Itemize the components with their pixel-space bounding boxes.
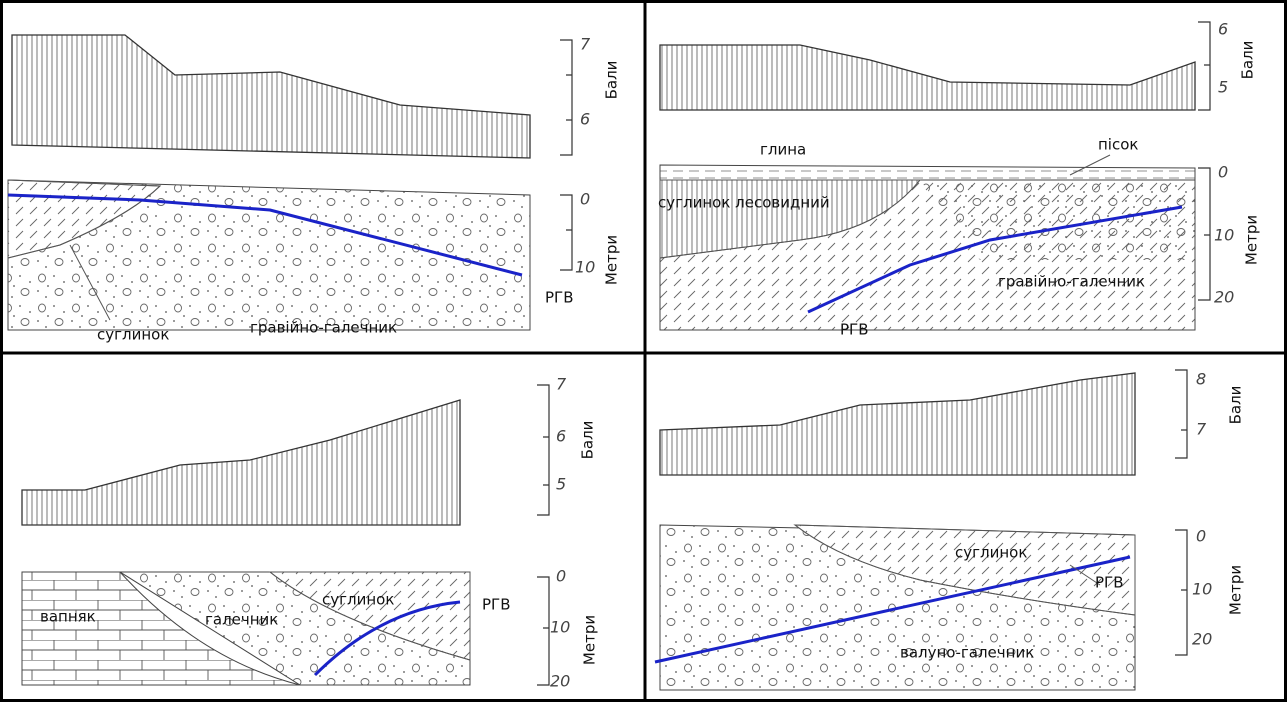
- layer-label: суглинок: [97, 326, 169, 344]
- tick: 6: [1218, 20, 1228, 39]
- tick: 0: [580, 190, 590, 209]
- intensity-profile: [659, 44, 1196, 111]
- scale: [1175, 369, 1188, 656]
- axis-label: Метри: [581, 615, 599, 665]
- tick: 7: [556, 375, 567, 394]
- layer-label: суглинок: [955, 544, 1027, 562]
- tick: 6: [580, 110, 590, 129]
- axis-label: Бали: [579, 421, 597, 460]
- groundwater-line: [7, 193, 523, 277]
- layer-label: галечник: [205, 611, 278, 629]
- tick: 10: [575, 258, 595, 277]
- tick: 7: [1196, 420, 1207, 439]
- panel-2: 6 5 Бали 0 10 20 Метри глина пісок сугли…: [658, 20, 1261, 339]
- layer-label: гравійно-галечник: [250, 319, 397, 337]
- intensity-profile: [11, 34, 531, 159]
- tick: 20: [1214, 288, 1234, 307]
- panel-3: 7 6 5 Бали 0 10 20 Метри вапняк галечник…: [21, 375, 599, 691]
- panel-1: 7 6 Бали 0 10 Метри суглинок гравійно-га…: [7, 34, 621, 344]
- leader: [69, 244, 111, 321]
- layer-label: гравійно-галечник: [998, 273, 1145, 291]
- loam: [793, 524, 1136, 616]
- rgv-label: РГВ: [482, 596, 510, 614]
- panel-4: 8 7 Бали 0 10 20 Метри суглинок РГВ валу…: [654, 369, 1245, 691]
- leader: [1069, 154, 1111, 176]
- tick: 20: [550, 672, 570, 691]
- tick: 10: [550, 618, 570, 637]
- tick: 10: [1214, 226, 1234, 245]
- scale: [560, 39, 573, 271]
- layer-label: суглинок: [322, 591, 394, 609]
- tick: 5: [556, 475, 566, 494]
- rgv-label: РГВ: [545, 289, 573, 307]
- tick: 5: [1218, 78, 1228, 97]
- limestone: [21, 571, 301, 686]
- tick: 8: [1196, 370, 1206, 389]
- intensity-profile: [21, 399, 461, 526]
- tick: 20: [1192, 630, 1212, 649]
- soil: [7, 179, 531, 331]
- layer-label: валуно-галечник: [900, 644, 1034, 662]
- axis-label: Метри: [1243, 215, 1261, 265]
- tick: 0: [556, 567, 566, 586]
- leader: [1069, 564, 1101, 586]
- rgv-label: РГВ: [1095, 574, 1123, 592]
- axis-label: Бали: [603, 61, 621, 100]
- groundwater-line: [313, 600, 461, 677]
- tick: 0: [1196, 527, 1206, 546]
- axis-label: Метри: [1227, 565, 1245, 615]
- loam: [268, 571, 471, 661]
- tick: 10: [1192, 580, 1212, 599]
- layer-label: суглинок лесовидний: [658, 194, 830, 212]
- axis-label: Метри: [603, 235, 621, 285]
- scale: [537, 384, 550, 686]
- tick: 0: [1218, 163, 1228, 182]
- layer-label: пісок: [1098, 136, 1138, 154]
- rgv-label: РГВ: [840, 321, 868, 339]
- groundwater-line: [807, 205, 1183, 314]
- loess-loam: [659, 179, 922, 259]
- tick: 6: [556, 427, 566, 446]
- axis-label: Бали: [1239, 41, 1257, 80]
- layer-label: глина: [760, 141, 806, 159]
- tick: 7: [580, 35, 591, 54]
- layer-label: вапняк: [40, 608, 96, 626]
- axis-label: Бали: [1227, 386, 1245, 425]
- scale: [1198, 21, 1211, 301]
- intensity-profile: [659, 372, 1136, 476]
- clay: [659, 164, 1196, 181]
- groundwater-line: [654, 555, 1131, 664]
